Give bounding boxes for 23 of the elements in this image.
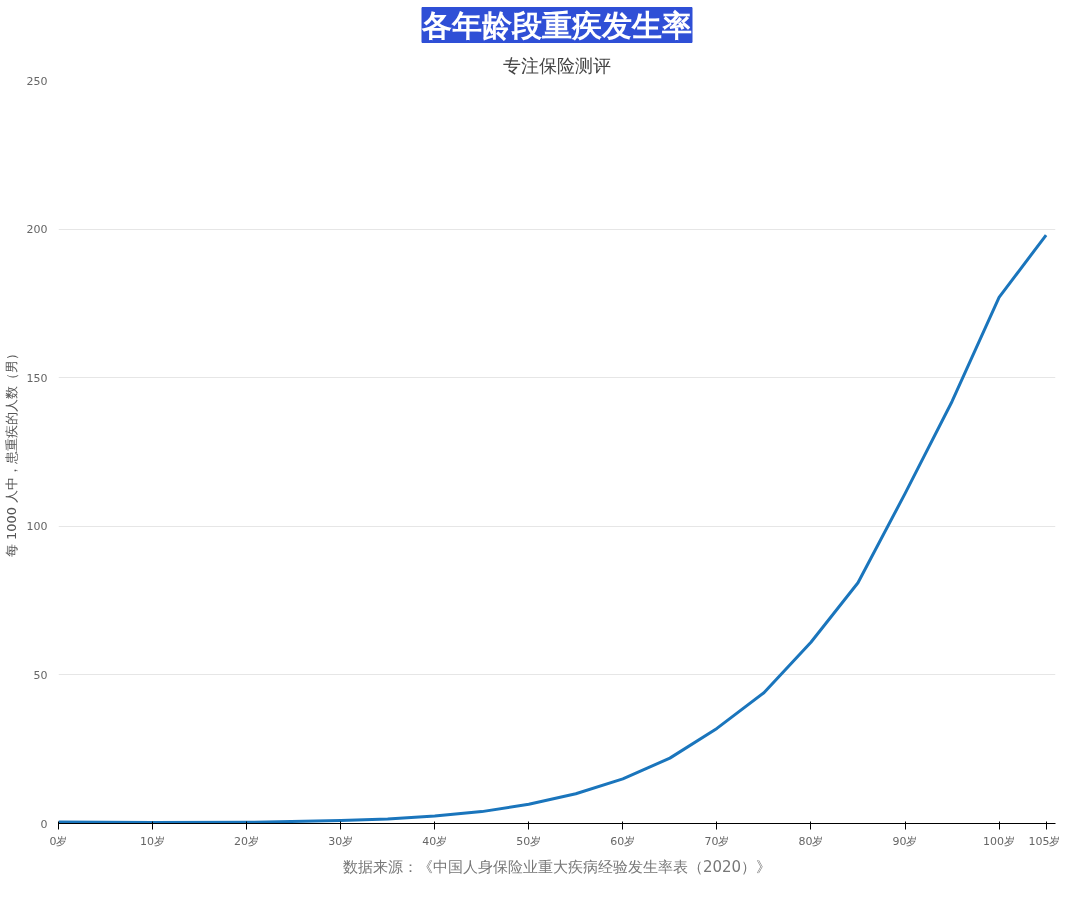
x-tick-label: 30岁 [328, 834, 354, 848]
y-tick-label: 50 [33, 668, 48, 682]
x-tick-label: 60岁 [610, 834, 636, 848]
x-tick-label: 90岁 [892, 834, 918, 848]
y-tick-label: 100 [26, 520, 48, 534]
source-note: 数据来源：《中国人身保险业重大疾病经验发生率表（2020）》 [342, 857, 772, 876]
x-tick-label: 100岁 [983, 834, 1016, 848]
x-tick-label: 20岁 [234, 834, 260, 848]
x-tick-label: 80岁 [798, 834, 824, 848]
chart-subtitle: 专注保险测评 [503, 54, 611, 76]
x-tick-label: 10岁 [140, 834, 166, 848]
x-tick-label: 0岁 [49, 834, 68, 848]
y-tick-label: 0 [40, 817, 48, 831]
line-series [58, 233, 1048, 824]
x-tick-label: 40岁 [422, 834, 448, 848]
chart-title: 各年龄段重疾发生率 [421, 7, 692, 43]
y-tick-label: 150 [26, 371, 48, 385]
y-axis-title: 每 1000 人中，患重疾的人数（男） [3, 346, 19, 558]
x-tick-label: 105岁 [1028, 834, 1061, 848]
x-tick-label: 70岁 [704, 834, 730, 848]
y-tick-label: 250 [26, 74, 48, 88]
y-tick-label: 200 [26, 223, 48, 237]
x-tick-label: 50岁 [516, 834, 542, 848]
